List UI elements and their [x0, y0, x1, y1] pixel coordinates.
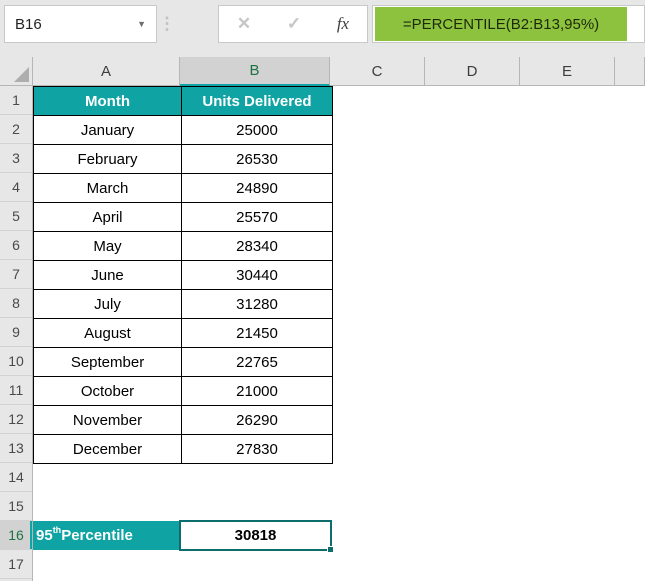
cell-month[interactable]: June — [33, 260, 182, 290]
cell-units[interactable]: 25000 — [181, 115, 333, 145]
cell-units[interactable]: 24890 — [181, 173, 333, 203]
row-header-16[interactable]: 16 — [0, 521, 32, 550]
percentile-value: 30818 — [234, 527, 277, 544]
formula-buttons: ✕ ✓ fx — [218, 5, 368, 43]
cell-units[interactable]: 27830 — [181, 434, 333, 464]
table-header-units[interactable]: Units Delivered — [181, 86, 333, 116]
name-box-value: B16 — [15, 15, 42, 33]
row-header-15[interactable]: 15 — [0, 492, 32, 521]
table-row: November 26290 — [33, 405, 333, 435]
row-header-8[interactable]: 8 — [0, 289, 32, 318]
table-row: September 22765 — [33, 347, 333, 377]
row-header-13[interactable]: 13 — [0, 434, 32, 463]
name-box-dropdown-icon[interactable]: ▼ — [137, 19, 146, 29]
percentile-label-superscript: th — [52, 524, 62, 535]
cancel-icon[interactable]: ✕ — [236, 14, 252, 33]
cell-month[interactable]: March — [33, 173, 182, 203]
name-box[interactable]: B16 ▼ — [4, 5, 157, 43]
row-header-12[interactable]: 12 — [0, 405, 32, 434]
table-header-row: Month Units Delivered — [33, 86, 333, 116]
cell-units[interactable]: 21000 — [181, 376, 333, 406]
cell-month[interactable]: August — [33, 318, 182, 348]
data-table: Month Units Delivered January 25000 Febr… — [33, 86, 333, 464]
row-header-4[interactable]: 4 — [0, 173, 32, 202]
table-row: February 26530 — [33, 144, 333, 174]
fill-handle[interactable] — [327, 546, 334, 553]
cell-units[interactable]: 25570 — [181, 202, 333, 232]
column-header-row: A B C D E — [0, 57, 645, 86]
cell-units[interactable]: 21450 — [181, 318, 333, 348]
table-row: October 21000 — [33, 376, 333, 406]
table-row: June 30440 — [33, 260, 333, 290]
formula-bar-row: B16 ▼ ⋮ ✕ ✓ fx =PERCENTILE(B2:B13,95%) — [0, 0, 645, 57]
column-header-b[interactable]: B — [180, 57, 330, 86]
row-header-2[interactable]: 2 — [0, 115, 32, 144]
percentile-label-rest: Percentile — [61, 527, 133, 544]
row-header-3[interactable]: 3 — [0, 144, 32, 173]
percentile-label-base: 95 — [36, 527, 53, 544]
row-header-11[interactable]: 11 — [0, 376, 32, 405]
cell-month[interactable]: November — [33, 405, 182, 435]
column-header-e[interactable]: E — [520, 57, 615, 85]
cell-month[interactable]: May — [33, 231, 182, 261]
cell-units[interactable]: 28340 — [181, 231, 333, 261]
cell-units[interactable]: 26530 — [181, 144, 333, 174]
table-row: May 28340 — [33, 231, 333, 261]
cell-units[interactable]: 31280 — [181, 289, 333, 319]
select-all-triangle-icon — [14, 67, 29, 82]
row-header-9[interactable]: 9 — [0, 318, 32, 347]
cell-month[interactable]: October — [33, 376, 182, 406]
table-row: July 31280 — [33, 289, 333, 319]
cell-month[interactable]: February — [33, 144, 182, 174]
column-header-a[interactable]: A — [33, 57, 180, 85]
row-header-7[interactable]: 7 — [0, 260, 32, 289]
row-header-5[interactable]: 5 — [0, 202, 32, 231]
cell-month[interactable]: January — [33, 115, 182, 145]
formula-input[interactable]: =PERCENTILE(B2:B13,95%) — [372, 5, 645, 43]
row-header-column: 1 2 3 4 5 6 7 8 9 10 11 12 13 14 15 16 1… — [0, 86, 33, 581]
table-row: January 25000 — [33, 115, 333, 145]
cell-month[interactable]: December — [33, 434, 182, 464]
active-cell-b16[interactable]: 30818 — [179, 520, 334, 553]
formula-bar-splitter-icon[interactable]: ⋮ — [158, 14, 176, 33]
row-header-6[interactable]: 6 — [0, 231, 32, 260]
cell-units[interactable]: 22765 — [181, 347, 333, 377]
row-header-10[interactable]: 10 — [0, 347, 32, 376]
cell-units[interactable]: 30440 — [181, 260, 333, 290]
select-all-corner[interactable] — [0, 57, 33, 85]
table-row: April 25570 — [33, 202, 333, 232]
table-row: March 24890 — [33, 173, 333, 203]
table-header-month[interactable]: Month — [33, 86, 182, 116]
row-header-14[interactable]: 14 — [0, 463, 32, 492]
cell-units[interactable]: 26290 — [181, 405, 333, 435]
row-header-17[interactable]: 17 — [0, 550, 32, 579]
cell-month[interactable]: July — [33, 289, 182, 319]
row-header-1[interactable]: 1 — [0, 86, 32, 115]
cell-month[interactable]: September — [33, 347, 182, 377]
insert-function-icon[interactable]: fx — [336, 14, 350, 33]
column-header-d[interactable]: D — [425, 57, 520, 85]
enter-icon[interactable]: ✓ — [286, 14, 302, 33]
cell-month[interactable]: April — [33, 202, 182, 232]
table-row: August 21450 — [33, 318, 333, 348]
column-header-c[interactable]: C — [330, 57, 425, 85]
column-header-partial[interactable] — [615, 57, 645, 85]
formula-text[interactable]: =PERCENTILE(B2:B13,95%) — [375, 7, 627, 41]
table-row: December 27830 — [33, 434, 333, 464]
